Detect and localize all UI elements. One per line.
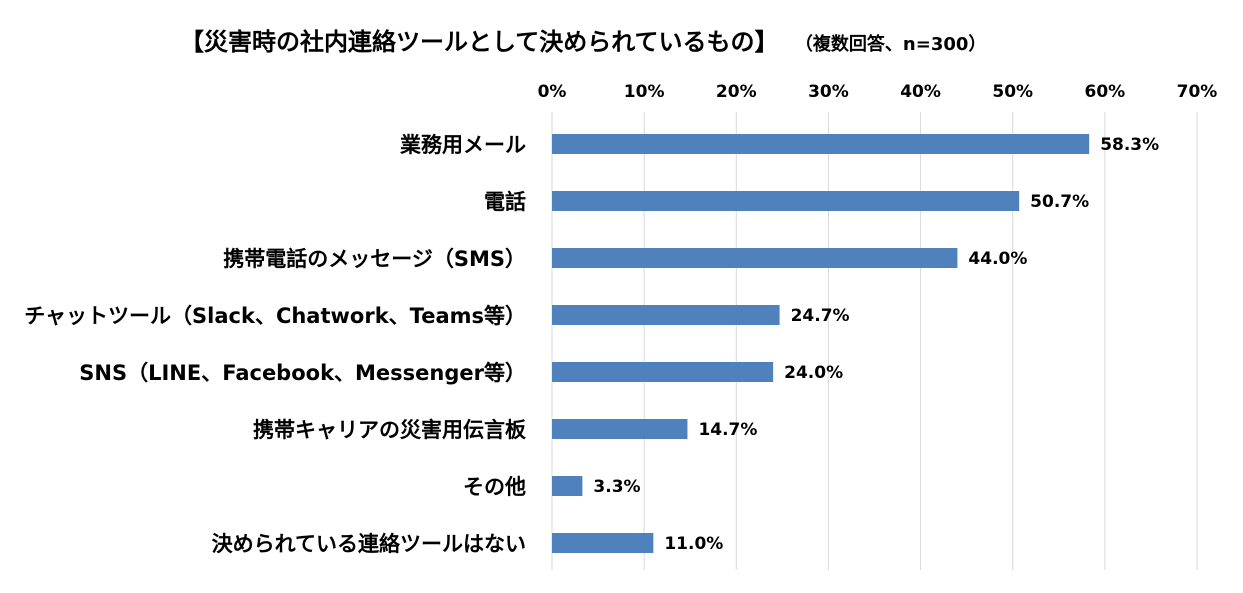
x-axis-ticks: 0% 10% 20% 30% 40% 50% 60% 70% (538, 82, 1218, 102)
x-tick-label: 30% (808, 82, 849, 102)
chart-title-main: 【災害時の社内連絡ツールとして決められているもの】 (180, 28, 779, 56)
bar (552, 533, 654, 553)
category-label: チャットツール（Slack、Chatwork、Teams等） (24, 304, 526, 328)
x-tick-label: 50% (992, 82, 1033, 102)
x-tick-label: 0% (538, 82, 567, 102)
data-label: 11.0% (664, 534, 723, 554)
data-label: 3.3% (593, 477, 640, 497)
x-tick-label: 40% (900, 82, 941, 102)
x-tick-label: 60% (1085, 82, 1126, 102)
category-label: 業務用メール (400, 133, 526, 157)
category-label: 携帯キャリアの災害用伝言板 (253, 418, 527, 442)
category-label: 決められている連絡ツールはない (212, 532, 526, 556)
bar (552, 476, 583, 496)
chart-title: 【災害時の社内連絡ツールとして決められているもの】 （複数回答、n=300） (180, 28, 986, 56)
data-labels: 58.3% 50.7% 44.0% 24.7% 24.0% 14.7% 3.3% 11.0% (593, 135, 1159, 554)
chart-subtitle: （複数回答、n=300） (795, 33, 986, 55)
category-label: 電話 (484, 190, 526, 214)
category-label: SNS（LINE、Facebook、Messenger等） (79, 361, 526, 385)
gridlines (551, 112, 1198, 570)
bar (552, 362, 774, 382)
bar (552, 191, 1020, 211)
bar (552, 305, 780, 325)
category-label: 携帯電話のメッセージ（SMS） (223, 247, 526, 271)
data-label: 24.0% (784, 363, 843, 383)
x-tick-label: 10% (624, 82, 665, 102)
data-label: 44.0% (968, 249, 1027, 269)
data-label: 58.3% (1100, 135, 1159, 155)
bar (552, 248, 958, 268)
category-label: その他 (463, 475, 526, 499)
bars (552, 134, 1090, 553)
data-label: 14.7% (698, 420, 757, 440)
bar (552, 134, 1090, 154)
data-label: 24.7% (791, 306, 850, 326)
x-tick-label: 20% (716, 82, 757, 102)
bar (552, 419, 688, 439)
data-label: 50.7% (1030, 192, 1089, 212)
x-tick-label: 70% (1177, 82, 1218, 102)
